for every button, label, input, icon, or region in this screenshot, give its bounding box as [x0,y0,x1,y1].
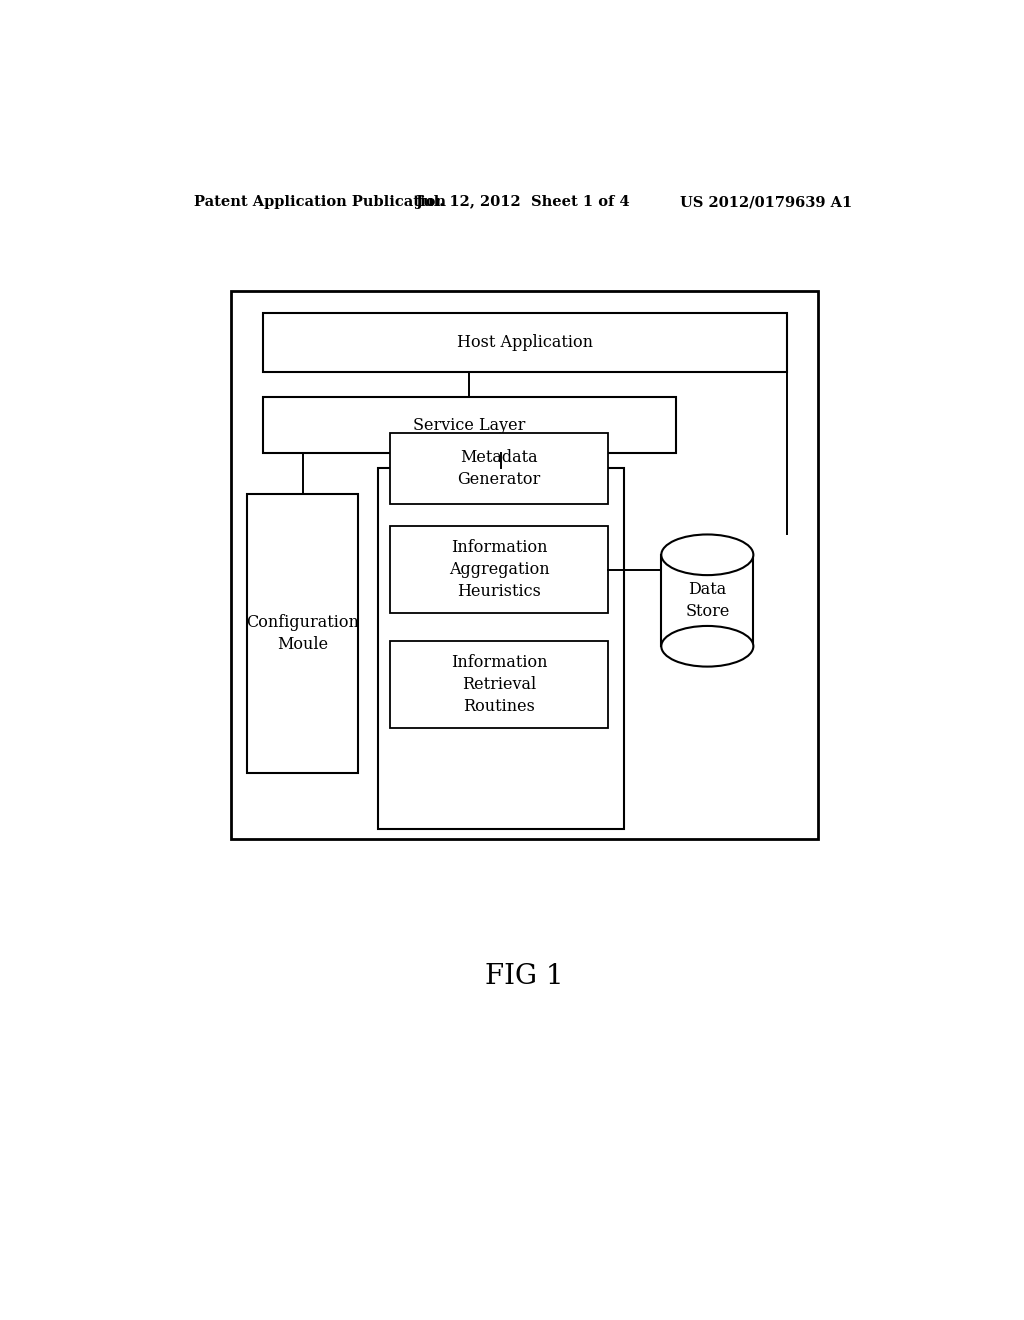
Text: Information
Retrieval
Routines: Information Retrieval Routines [451,653,547,715]
Text: Configuration
Moule: Configuration Moule [246,614,359,653]
Text: Metadata
Generator: Metadata Generator [458,449,541,488]
Text: Service Layer: Service Layer [413,417,525,434]
Ellipse shape [662,535,754,576]
Bar [390,642,608,727]
Ellipse shape [662,626,754,667]
Text: Analysis Engine: Analysis Engine [392,482,515,496]
Bar [263,397,676,453]
Bar [390,527,608,612]
Bar [662,554,754,647]
Bar [263,313,786,372]
Text: Patent Application Publication: Patent Application Publication [194,195,445,209]
Text: Information
Aggregation
Heuristics: Information Aggregation Heuristics [449,539,549,601]
Bar [378,469,624,829]
Bar [231,290,818,840]
Text: US 2012/0179639 A1: US 2012/0179639 A1 [680,195,852,209]
Text: Host Application: Host Application [457,334,593,351]
Text: Data
Store: Data Store [685,581,729,620]
Bar [247,494,358,774]
Text: FIG 1: FIG 1 [485,964,564,990]
Text: Jul. 12, 2012  Sheet 1 of 4: Jul. 12, 2012 Sheet 1 of 4 [416,195,630,209]
Bar [390,433,608,504]
